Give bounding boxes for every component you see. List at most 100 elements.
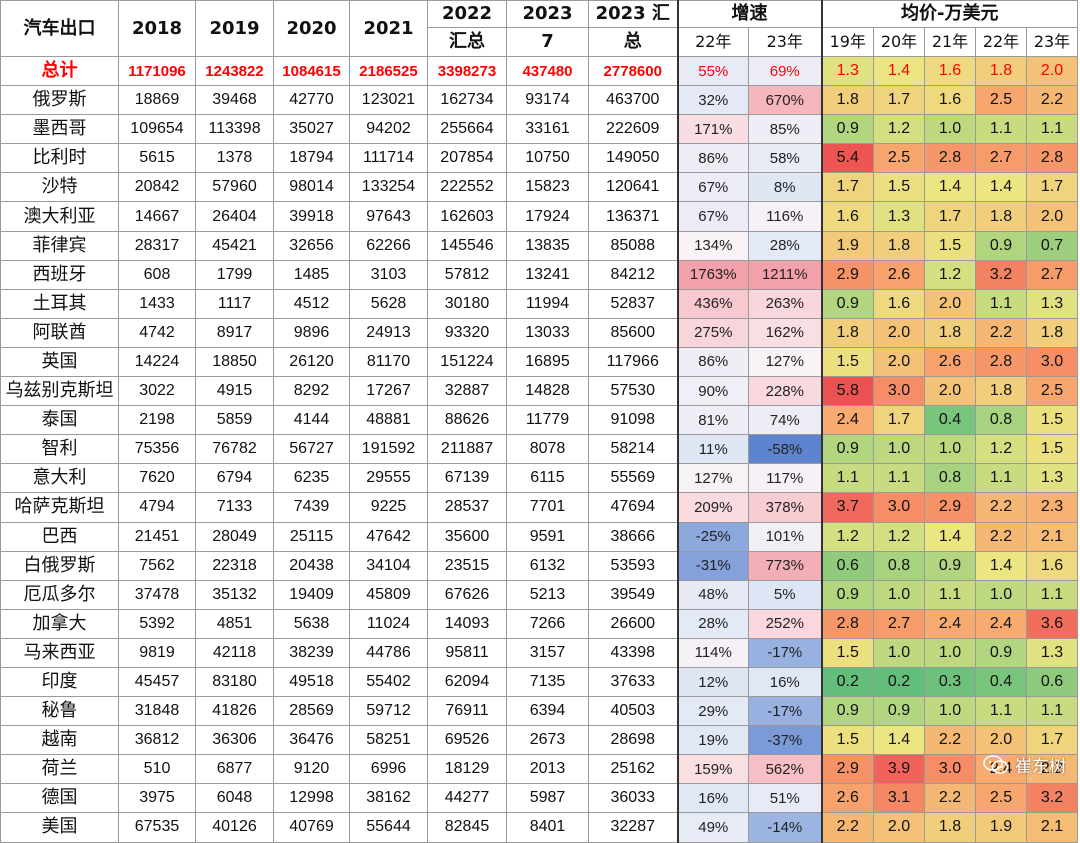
avg-price-cell: 2.9 <box>820 754 874 785</box>
volume-cell: 109654 <box>118 114 196 145</box>
avg-price-cell: 1.6 <box>873 288 925 319</box>
avg-price-cell: 1.1 <box>873 463 925 494</box>
volume-cell: 3975 <box>118 783 196 814</box>
table-row: 马来西亚 9819 42118 38239 44786 95811 3157 43398 114… <box>0 637 1078 668</box>
header-title: 汽车出口 <box>0 0 119 57</box>
avg-price-cell: 1.5 <box>1026 434 1078 465</box>
volume-cell: 55644 <box>349 812 428 843</box>
volume-cell: 28698 <box>588 725 678 756</box>
avg-price-cell: 1.0 <box>924 114 976 145</box>
volume-cell: 21451 <box>118 521 196 552</box>
header-growth-23: 23年 <box>748 27 822 57</box>
avg-price-cell: 1.4 <box>975 172 1027 203</box>
country-name: 土耳其 <box>0 288 119 319</box>
volume-cell: 7439 <box>273 492 350 523</box>
growth-cell: 209% <box>676 492 749 523</box>
avg-price-cell: 5.4 <box>820 143 874 174</box>
volume-cell: 82845 <box>427 812 507 843</box>
avg-price-cell: 1.5 <box>820 637 874 668</box>
volume-cell: 98014 <box>273 172 350 203</box>
country-name: 马来西亚 <box>0 637 119 668</box>
volume-cell: 1485 <box>273 259 350 290</box>
avg-price-cell: 3.0 <box>924 754 976 785</box>
volume-cell: 25162 <box>588 754 678 785</box>
growth-cell: -17% <box>748 696 822 727</box>
growth-cell: -14% <box>748 812 822 843</box>
volume-cell: 136371 <box>588 201 678 232</box>
volume-cell: 37633 <box>588 666 678 698</box>
table-row: 比利时 5615 1378 18794 111714 207854 10750 149050 8… <box>0 143 1078 174</box>
avg-price-cell: 2.6 <box>873 259 925 290</box>
country-name: 美国 <box>0 812 119 843</box>
growth-cell: 81% <box>676 405 749 436</box>
growth-cell: -17% <box>748 637 822 668</box>
volume-cell: 85088 <box>588 230 678 261</box>
volume-cell: 88626 <box>427 405 507 436</box>
avg-price-cell: 2.0 <box>1026 55 1078 87</box>
growth-cell: 1763% <box>676 259 749 290</box>
avg-price-cell: 3.9 <box>873 754 925 785</box>
avg-price-cell: 1.1 <box>820 463 874 494</box>
header-2023-month-line1: 2023 <box>506 0 589 28</box>
volume-cell: 11779 <box>506 405 589 436</box>
avg-price-cell: 1.1 <box>975 114 1027 145</box>
volume-cell: 44786 <box>349 637 428 668</box>
avg-price-cell: 2.5 <box>1026 376 1078 407</box>
volume-cell: 45421 <box>195 230 274 261</box>
volume-cell: 1243822 <box>195 55 274 87</box>
volume-cell: 20842 <box>118 172 196 203</box>
growth-cell: 101% <box>748 521 822 552</box>
country-name: 秘鲁 <box>0 696 119 727</box>
volume-cell: 48881 <box>349 405 428 436</box>
country-name: 沙特 <box>0 172 119 203</box>
growth-cell: 69% <box>748 55 822 87</box>
avg-price-cell: 0.4 <box>975 666 1027 698</box>
avg-price-cell: 1.8 <box>975 55 1027 87</box>
volume-cell: 69526 <box>427 725 507 756</box>
volume-cell: 149050 <box>588 143 678 174</box>
avg-price-cell: 2.8 <box>820 608 874 639</box>
volume-cell: 191592 <box>349 434 428 465</box>
avg-price-cell: 2.7 <box>975 143 1027 174</box>
volume-cell: 222552 <box>427 172 507 203</box>
country-name: 越南 <box>0 725 119 756</box>
avg-price-cell: 0.3 <box>924 666 976 698</box>
volume-cell: 76782 <box>195 434 274 465</box>
country-name: 荷兰 <box>0 754 119 785</box>
avg-price-cell: 0.7 <box>1026 230 1078 261</box>
growth-cell: 86% <box>676 143 749 174</box>
table-row: 泰国 2198 5859 4144 48881 88626 11779 91098 81% 74%… <box>0 405 1078 436</box>
avg-price-cell: 2.4 <box>924 608 976 639</box>
growth-cell: 51% <box>748 783 822 814</box>
volume-cell: 4915 <box>195 376 274 407</box>
volume-cell: 13835 <box>506 230 589 261</box>
avg-price-cell: 1.8 <box>924 812 976 843</box>
volume-cell: 3103 <box>349 259 428 290</box>
header-row-2: 汇总 7 总 22年 23年 19年 20年 21年 22年 23年 <box>1 27 1078 57</box>
header-2023-sum-line1: 2023 汇 <box>588 0 678 28</box>
volume-cell: 5615 <box>118 143 196 174</box>
avg-price-cell: 1.3 <box>1026 463 1078 494</box>
volume-cell: 11024 <box>349 608 428 639</box>
volume-cell: 3398273 <box>427 55 507 87</box>
avg-price-cell: 1.2 <box>873 521 925 552</box>
volume-cell: 463700 <box>588 85 678 116</box>
volume-cell: 2013 <box>506 754 589 785</box>
table-row: 厄瓜多尔 37478 35132 19409 45809 67626 5213 39549 48… <box>0 579 1078 610</box>
volume-cell: 9591 <box>506 521 589 552</box>
table-row: 美国 67535 40126 40769 55644 82845 8401 32287 49% -… <box>0 812 1078 843</box>
volume-cell: 56727 <box>273 434 350 465</box>
volume-cell: 608 <box>118 259 196 290</box>
volume-cell: 3022 <box>118 376 196 407</box>
table-row: 土耳其 1433 1117 4512 5628 30180 11994 52837 436% 26… <box>0 288 1078 319</box>
header-growth: 增速 <box>676 0 822 28</box>
avg-price-cell: 0.9 <box>924 550 976 581</box>
volume-cell: 7133 <box>195 492 274 523</box>
volume-cell: 4512 <box>273 288 350 319</box>
volume-cell: 31848 <box>118 696 196 727</box>
volume-cell: 7135 <box>506 666 589 698</box>
growth-cell: 159% <box>676 754 749 785</box>
growth-cell: 252% <box>748 608 822 639</box>
avg-price-cell: 1.0 <box>873 579 925 610</box>
